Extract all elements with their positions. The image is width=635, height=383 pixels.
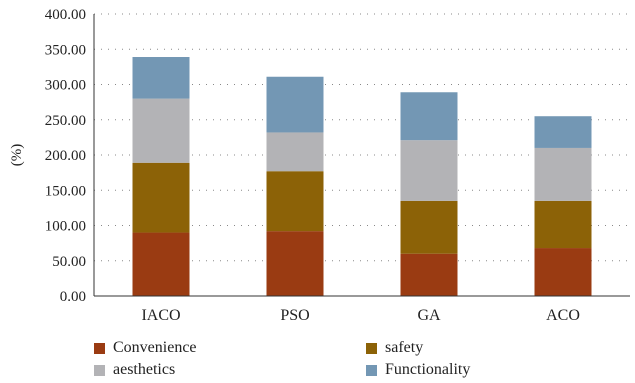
y-tick-label: 400.00: [45, 7, 86, 23]
legend-label: Convenience: [113, 339, 197, 356]
y-tick-label: 250.00: [45, 113, 86, 129]
legend-swatch: [94, 364, 105, 376]
legend-item-functionality: Functionality: [366, 359, 470, 381]
legend-item-aesthetics: aesthetics: [94, 359, 175, 381]
legend: Convenience safety aesthetics Functionality: [94, 337, 614, 381]
y-tick-label: 150.00: [45, 183, 86, 199]
bar-safety-aco: [534, 200, 592, 249]
legend-label: aesthetics: [113, 361, 176, 378]
y-tick-labels: 0.00 50.00 100.00 150.00 200.00 250.00 300.00 3…: [45, 7, 86, 305]
x-tick-label: GA: [417, 307, 441, 324]
legend-label: Functionality: [385, 361, 471, 378]
axes: [93, 14, 630, 297]
bar-convenience-iaco: [132, 232, 190, 296]
bar-functionality-aco: [534, 116, 592, 148]
x-tick-label: PSO: [280, 307, 309, 324]
y-tick-label: 50.00: [52, 254, 86, 270]
legend-swatch: [94, 342, 105, 354]
x-tick-labels: IACO PSO GA ACO: [141, 307, 579, 324]
y-axis-title: (%): [9, 144, 25, 167]
bar-safety-iaco: [132, 162, 190, 233]
y-tick-label: 300.00: [45, 78, 86, 94]
y-tick-label: 0.00: [60, 289, 86, 305]
bar-functionality-ga: [400, 92, 458, 141]
bar-aesthetics-aco: [534, 147, 592, 201]
bar-safety-ga: [400, 200, 458, 254]
legend-item-convenience: Convenience: [94, 337, 197, 359]
legend-label: safety: [385, 339, 424, 356]
legend-swatch: [366, 342, 377, 354]
bar-functionality-iaco: [132, 57, 190, 99]
bar-convenience-ga: [400, 253, 458, 296]
x-tick-label: IACO: [141, 307, 180, 324]
y-tick-label: 200.00: [45, 148, 86, 164]
legend-swatch: [366, 364, 377, 376]
bar-convenience-aco: [534, 248, 592, 296]
bars: [132, 57, 592, 296]
legend-item-safety: safety: [366, 337, 423, 359]
bar-convenience-pso: [266, 231, 324, 296]
bar-aesthetics-iaco: [132, 98, 190, 163]
y-tick-label: 350.00: [45, 42, 86, 58]
y-tick-label: 100.00: [45, 219, 86, 235]
bar-safety-pso: [266, 171, 324, 232]
x-tick-label: ACO: [546, 307, 580, 324]
bar-aesthetics-pso: [266, 132, 324, 172]
bar-aesthetics-ga: [400, 140, 458, 201]
bar-functionality-pso: [266, 76, 324, 133]
